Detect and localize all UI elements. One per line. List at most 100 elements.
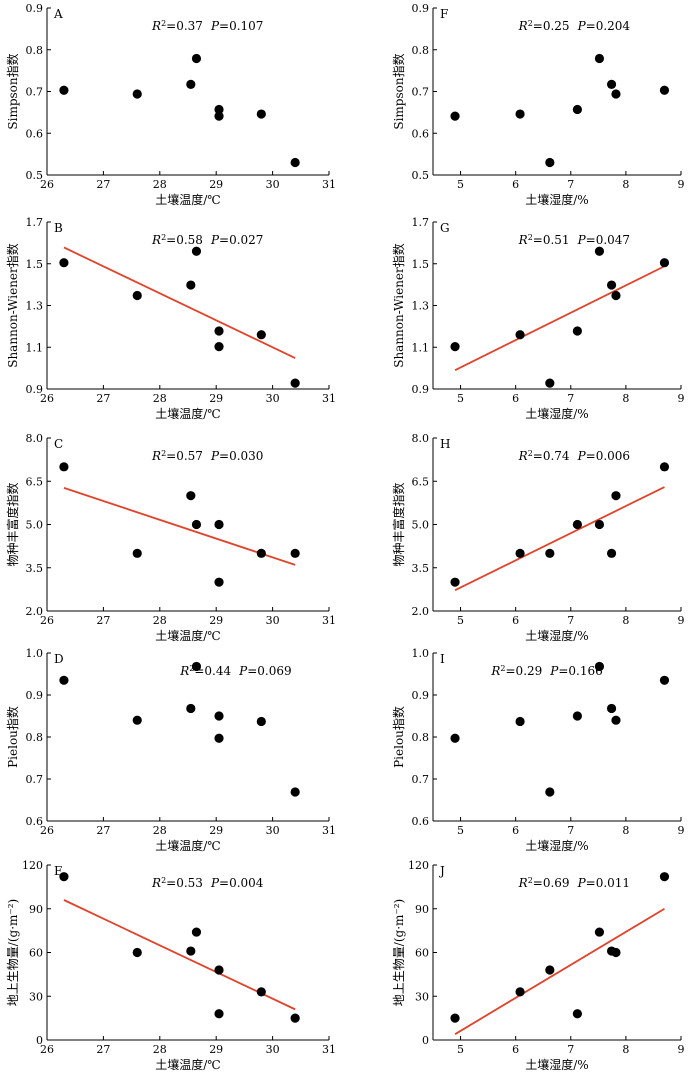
data-point — [611, 89, 621, 99]
x-tick-label: 26 — [40, 824, 54, 837]
data-point — [611, 290, 621, 301]
panel-label: C — [54, 437, 63, 451]
x-tick-label: 9 — [678, 178, 685, 191]
data-point — [594, 53, 605, 64]
r2-value: =0.37 — [166, 19, 203, 33]
x-axis-label: 土壤温度/℃ — [155, 1057, 220, 1072]
panel-label: A — [53, 7, 63, 21]
panel-f: 5 6 7 8 90.50.60.70.80.9 F土壤湿度/%Simpson指数R2=0… — [391, 2, 685, 207]
x-tick-label: 30 — [266, 392, 280, 405]
x-tick-label: 7 — [567, 392, 574, 405]
data-point — [450, 342, 460, 352]
data-point — [132, 290, 142, 301]
stat-annotation: R2=0.25 P=0.204 — [518, 19, 631, 34]
r2-value: =0.74 — [533, 449, 570, 463]
data-point — [290, 378, 300, 388]
y-tick-label: 0.6 — [412, 127, 430, 140]
p-label: P — [210, 233, 220, 247]
data-point — [290, 787, 300, 797]
r2-value: =0.58 — [166, 233, 203, 247]
x-tick-label: 7 — [567, 614, 574, 627]
p-value: =0.069 — [247, 664, 291, 678]
data-point — [450, 577, 460, 587]
x-tick-label: 27 — [96, 614, 110, 627]
y-tick-label: 3.5 — [412, 562, 430, 575]
y-tick-label: 3.5 — [26, 562, 44, 575]
y-axis-label: Pielou指数 — [5, 706, 20, 768]
regression-line — [454, 265, 665, 372]
data-point — [132, 715, 142, 725]
data-point — [290, 548, 300, 558]
r2-superscript: 2 — [528, 19, 533, 28]
panel-b: 26 27 28 29 30 31 0.9 1.1 1.3 1.5 1.7 B 土壤温度/℃ Shanno… — [5, 216, 336, 421]
stat-annotation: R2=0.44 P=0.069 — [179, 664, 291, 679]
x-axis-label: 土壤湿度/% — [525, 192, 588, 207]
y-tick-label: 0.7 — [412, 86, 430, 99]
x-tick-label: 27 — [96, 1043, 110, 1056]
data-point — [191, 246, 202, 256]
p-label: P — [577, 449, 587, 463]
y-tick-label: 8.0 — [26, 432, 44, 445]
x-tick-label: 29 — [209, 614, 223, 627]
p-label: P — [577, 233, 587, 247]
x-tick-label: 28 — [153, 824, 167, 837]
data-point — [450, 111, 460, 121]
y-tick-label: 1.3 — [26, 300, 44, 313]
p-label: P — [577, 876, 587, 890]
y-tick-label: 0.6 — [412, 815, 430, 828]
p-value: =0.004 — [219, 876, 264, 890]
panel-label: B — [54, 221, 63, 235]
panel-label: D — [54, 652, 64, 666]
y-axis-label: 物种丰富度指数 — [5, 482, 20, 566]
y-tick-label: 5.0 — [26, 519, 44, 532]
r2-value: =0.44 — [194, 664, 231, 678]
x-tick-label: 6 — [512, 178, 519, 191]
data-point — [572, 711, 582, 721]
y-tick-label: 0.5 — [412, 169, 430, 182]
x-tick-label: 5 — [457, 1043, 464, 1056]
panel-g: 5 6 7 8 9 0.9 1.1 1.3 1.5 1.7 G 土壤湿度/% Shannon-Wiene… — [391, 216, 685, 421]
data-point — [545, 787, 555, 797]
panel-c: 26 27 28 29 30 31 2.0 3.5 5.0 6.5 8.0 C 土壤温度/℃ 物种丰富度指… — [5, 432, 336, 643]
data-point — [191, 661, 202, 672]
x-tick-label: 6 — [512, 1043, 519, 1056]
data-point — [450, 1013, 460, 1023]
y-tick-label: 90 — [29, 903, 43, 916]
y-tick-label: 0.8 — [412, 731, 430, 744]
x-tick-label: 9 — [678, 392, 685, 405]
y-tick-label: 1.1 — [412, 341, 430, 354]
y-tick-label: 0 — [36, 1034, 43, 1047]
x-axis-label: 土壤湿度/% — [525, 1057, 588, 1072]
y-tick-label: 6.5 — [412, 475, 430, 488]
regression-line — [454, 486, 665, 592]
y-tick-label: 2.0 — [412, 605, 430, 618]
data-point — [214, 111, 224, 121]
x-tick-label: 26 — [40, 1043, 54, 1056]
x-tick-label: 28 — [153, 1043, 167, 1056]
data-point — [572, 104, 582, 115]
x-axis-label: 土壤温度/℃ — [155, 406, 220, 421]
y-tick-label: 0.7 — [412, 773, 430, 786]
panel-label: I — [440, 652, 445, 666]
x-tick-label: 9 — [678, 824, 685, 837]
y-tick-label: 0.6 — [26, 127, 44, 140]
x-tick-label: 5 — [457, 824, 464, 837]
data-point — [606, 703, 617, 714]
data-point — [515, 330, 525, 340]
data-point — [214, 326, 224, 336]
x-tick-label: 6 — [512, 824, 519, 837]
data-point — [545, 157, 555, 168]
panel-a: 26 27 28 29 30 31 0.5 0.6 0.7 0.8 0.9 A 土壤温度/℃ Simpso… — [5, 2, 336, 207]
x-tick-label: 27 — [96, 392, 110, 405]
data-point — [214, 1009, 224, 1019]
y-tick-label: 1.5 — [26, 258, 44, 271]
x-tick-label: 28 — [153, 178, 167, 191]
y-axis-label: Simpson指数 — [5, 53, 20, 129]
y-tick-label: 60 — [29, 947, 43, 960]
y-tick-label: 1.3 — [412, 300, 430, 313]
r2-superscript: 2 — [500, 664, 505, 673]
data-point — [290, 1013, 300, 1023]
p-label: P — [549, 664, 559, 678]
r2-superscript: 2 — [528, 876, 533, 885]
